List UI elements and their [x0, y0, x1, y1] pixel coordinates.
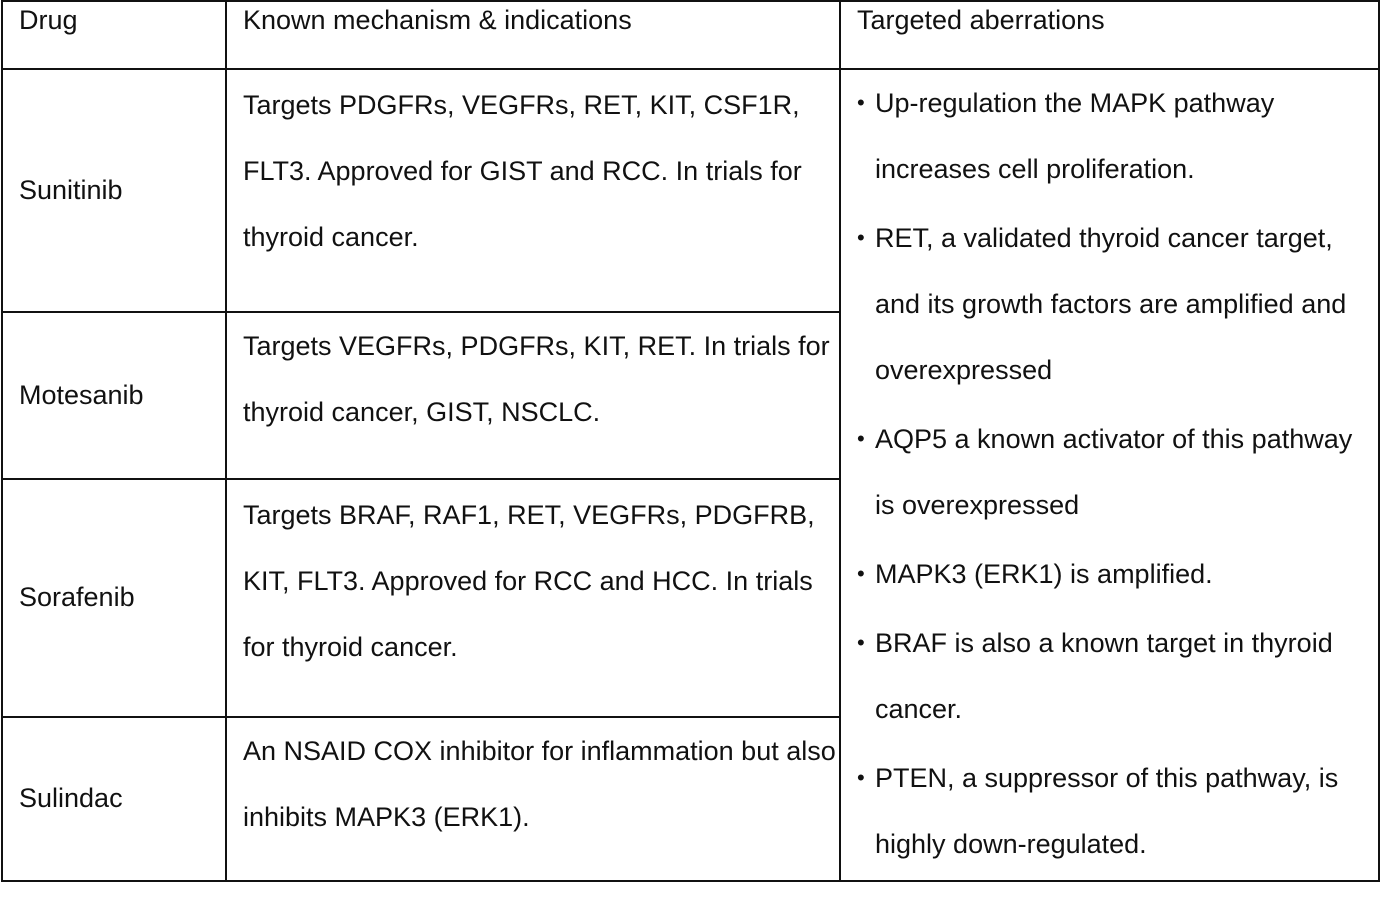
mechanism-cell: Targets PDGFRs, VEGFRs, RET, KIT, CSF1R,…	[225, 68, 841, 313]
bullet-icon: •	[857, 426, 865, 451]
list-item: • MAPK3 (ERK1) is amplified.	[857, 541, 1378, 607]
header-drug: Drug	[1, 0, 227, 70]
list-item: • PTEN, a suppressor of this pathway, is …	[857, 745, 1378, 877]
list-item: • BRAF is also a known target in thyroid …	[857, 610, 1378, 742]
aberration-text: MAPK3 (ERK1) is amplified.	[875, 559, 1213, 589]
mechanism-cell: Targets VEGFRs, PDGFRs, KIT, RET. In tri…	[225, 310, 841, 481]
drug-name-cell: Sunitinib	[1, 68, 227, 313]
drug-table: Drug Known mechanism & indications Targe…	[1, 0, 1380, 883]
drug-table-container: Drug Known mechanism & indications Targe…	[1, 0, 1380, 883]
bullet-icon: •	[857, 225, 865, 250]
header-mechanism: Known mechanism & indications	[225, 0, 841, 70]
table-row: Sorafenib Targets BRAF, RAF1, RET, VEGFR…	[1, 478, 1379, 718]
list-item: • RET, a validated thyroid cancer target,…	[857, 205, 1378, 403]
list-item: • AQP5 a known activator of this pathway …	[857, 406, 1378, 538]
list-item: • Up-regulation the MAPK pathway increase…	[857, 70, 1378, 202]
aberration-text: Up-regulation the MAPK pathway increases…	[875, 88, 1275, 184]
aberration-text: RET, a validated thyroid cancer target, …	[875, 223, 1347, 385]
mechanism-cell: Targets BRAF, RAF1, RET, VEGFRs, PDGFRB,…	[225, 478, 841, 718]
drug-name-cell: Motesanib	[1, 310, 227, 481]
drug-name-cell: Sulindac	[1, 715, 227, 883]
table-row: Motesanib Targets VEGFRs, PDGFRs, KIT, R…	[1, 310, 1379, 481]
aberrations-list: • Up-regulation the MAPK pathway increase…	[857, 70, 1378, 877]
aberrations-cell: • Up-regulation the MAPK pathway increase…	[839, 68, 1380, 882]
bullet-icon: •	[857, 630, 865, 655]
bullet-icon: •	[857, 90, 865, 115]
bullet-icon: •	[857, 561, 865, 586]
aberration-text: PTEN, a suppressor of this pathway, is h…	[875, 763, 1339, 859]
drug-name-cell: Sorafenib	[1, 478, 227, 718]
table-row: Sulindac An NSAID COX inhibitor for infl…	[1, 715, 1379, 883]
header-aberrations: Targeted aberrations	[839, 0, 1380, 70]
table-row: Sunitinib Targets PDGFRs, VEGFRs, RET, K…	[1, 68, 1380, 882]
aberration-text: AQP5 a known activator of this pathway i…	[875, 424, 1353, 520]
aberration-text: BRAF is also a known target in thyroid c…	[875, 628, 1333, 724]
bullet-icon: •	[857, 765, 865, 790]
table-header-row: Drug Known mechanism & indications Targe…	[1, 0, 1380, 70]
mechanism-cell: An NSAID COX inhibitor for inflammation …	[225, 715, 841, 883]
